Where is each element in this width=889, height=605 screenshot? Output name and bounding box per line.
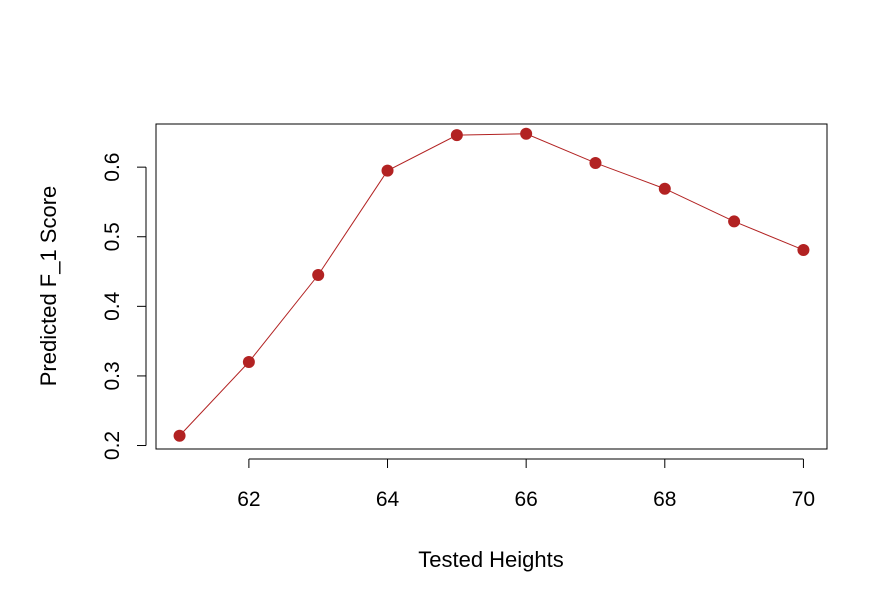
data-point	[312, 269, 325, 282]
y-tick-label: 0.6	[101, 153, 124, 182]
data-point	[450, 129, 463, 142]
data-point	[728, 215, 741, 228]
y-tick-label: 0.3	[101, 361, 124, 390]
y-axis: 0.2 0.3 0.4 0.5 0.6	[101, 153, 147, 460]
y-axis-title: Predicted F_1 Score	[36, 186, 61, 387]
data-point	[242, 356, 255, 369]
data-point	[589, 156, 602, 169]
x-axis: 62 64 66 68 70	[237, 458, 815, 511]
x-axis-title: Tested Heights	[418, 547, 564, 572]
series-line	[179, 133, 804, 437]
y-tick-label: 0.2	[101, 431, 124, 460]
y-tick-label: 0.5	[101, 222, 124, 251]
data-point	[658, 182, 671, 195]
data-point	[173, 429, 186, 442]
plot-box	[155, 123, 828, 450]
y-tick-label: 0.4	[101, 291, 124, 321]
x-tick-label: 62	[237, 488, 260, 511]
data-point	[797, 243, 810, 256]
data-point	[520, 127, 533, 140]
x-tick-label: 68	[653, 488, 676, 511]
x-tick-label: 66	[514, 488, 537, 511]
x-tick-label: 70	[792, 488, 815, 511]
series-layer	[173, 127, 810, 442]
x-tick-label: 64	[376, 488, 400, 511]
data-point	[381, 164, 394, 177]
